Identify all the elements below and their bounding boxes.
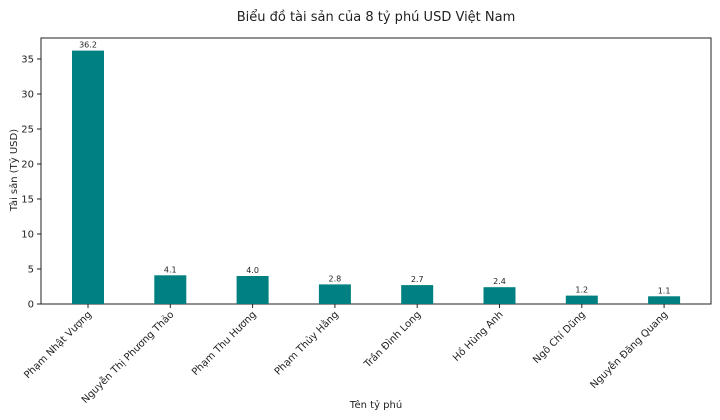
bar-data-label: 4.1 xyxy=(164,265,177,274)
y-axis-label: Tài sản (Tỷ USD) xyxy=(8,129,20,212)
bar xyxy=(648,296,681,304)
x-tick-label: Phạm Nhật Vượng xyxy=(22,309,94,381)
bar-data-label: 1.1 xyxy=(658,286,671,295)
bar xyxy=(318,284,351,304)
x-tick-label: Hồ Hùng Anh xyxy=(450,309,505,364)
data-labels-group: 36.2 4.1 4.0 2.8 2.7 2.4 1.2 1.1 xyxy=(79,41,670,296)
chart-title: Biểu đồ tài sản của 8 tỷ phú USD Việt Na… xyxy=(237,10,516,25)
bar xyxy=(565,295,598,304)
y-tick-label: 30 xyxy=(21,90,34,101)
bar-data-label: 36.2 xyxy=(79,41,97,50)
bar-data-label: 4.0 xyxy=(246,266,259,275)
bar xyxy=(236,276,269,304)
x-tick-label: Nguyễn Thị Phương Thảo xyxy=(78,308,176,406)
bar-data-label: 1.2 xyxy=(575,286,588,295)
y-tick-label: 10 xyxy=(21,230,34,241)
y-axis-ticks: 0 5 10 15 20 25 30 35 xyxy=(21,55,41,311)
bar xyxy=(483,287,516,304)
x-tick-label: Ngô Chí Dũng xyxy=(531,309,588,366)
x-tick-label: Phạm Thủy Hằng xyxy=(271,308,341,378)
x-tick-label: Phạm Thu Hương xyxy=(190,309,259,378)
x-axis-label: Tên tỷ phú xyxy=(349,399,402,411)
y-tick-label: 35 xyxy=(21,55,34,66)
y-tick-label: 20 xyxy=(21,160,34,171)
bar-data-label: 2.4 xyxy=(493,277,506,286)
y-tick-label: 15 xyxy=(21,195,34,206)
bar xyxy=(154,275,187,304)
x-tick-label: Nguyễn Đăng Quang xyxy=(587,308,670,391)
y-tick-label: 0 xyxy=(28,300,34,311)
bar-data-label: 2.7 xyxy=(411,275,424,284)
bar xyxy=(72,50,104,304)
bars-group xyxy=(72,50,681,304)
bar xyxy=(401,285,434,304)
x-tick-label: Trần Đình Long xyxy=(361,309,423,371)
y-tick-label: 5 xyxy=(28,265,34,276)
bar-data-label: 2.8 xyxy=(329,274,342,283)
plot-area-frame xyxy=(40,37,712,305)
y-tick-label: 25 xyxy=(21,125,34,136)
